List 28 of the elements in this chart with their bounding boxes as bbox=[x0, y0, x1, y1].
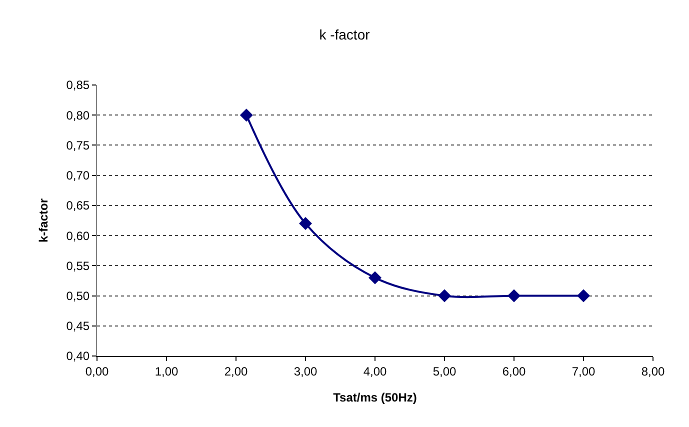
point bbox=[508, 289, 520, 302]
point bbox=[438, 289, 451, 302]
y-tick-label: 0,50 bbox=[66, 288, 90, 303]
y-tick-label: 0,40 bbox=[66, 349, 90, 364]
x-tick-label: 6,00 bbox=[502, 364, 526, 378]
x-tick-label: 4,00 bbox=[363, 364, 387, 378]
y-tick-label: 0,60 bbox=[66, 228, 90, 243]
x-tick-label: 5,00 bbox=[432, 364, 456, 378]
x-tick-label: 2,00 bbox=[224, 364, 248, 378]
x-tick-label: 1,00 bbox=[154, 364, 178, 378]
point bbox=[577, 289, 590, 302]
y-tick-label: 0,75 bbox=[66, 138, 90, 152]
x-axis-title: Tsat/ms (50Hz) bbox=[333, 390, 417, 404]
y-tick-label: 0,45 bbox=[66, 319, 90, 334]
point bbox=[368, 271, 382, 284]
y-tick-label: 0,80 bbox=[66, 108, 90, 122]
x-tick-label: 8,00 bbox=[641, 364, 665, 378]
x-tick-label: 0,00 bbox=[85, 364, 109, 378]
y-tick-label: 0,55 bbox=[66, 258, 90, 273]
y-tick-label: 0,85 bbox=[66, 78, 90, 92]
point bbox=[240, 108, 253, 122]
chart-title: k -factor bbox=[319, 26, 370, 43]
y-tick-label: 0,70 bbox=[66, 168, 90, 183]
x-tick-label: 7,00 bbox=[572, 364, 596, 378]
y-tick-label: 0,65 bbox=[66, 198, 90, 213]
y-axis-title: k-factor bbox=[36, 198, 51, 243]
point bbox=[299, 217, 312, 230]
x-tick-label: 3,00 bbox=[294, 364, 318, 378]
